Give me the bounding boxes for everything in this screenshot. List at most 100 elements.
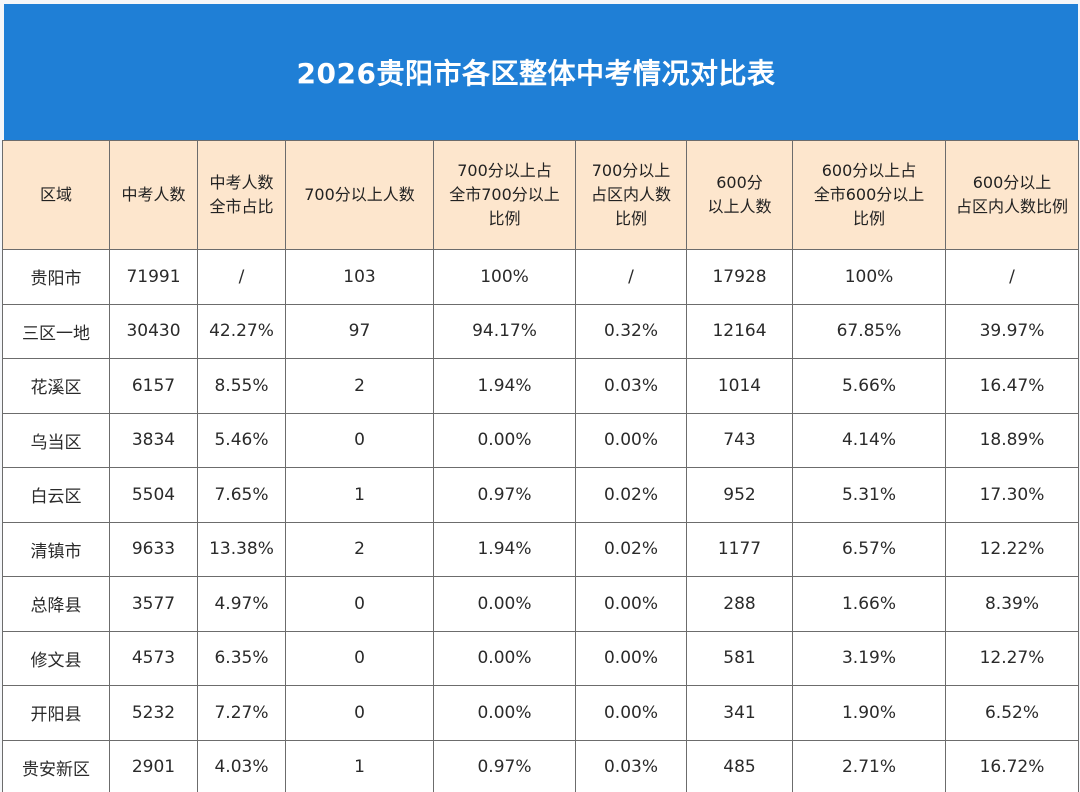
cell-region: 清镇市 bbox=[2, 521, 110, 577]
cell-600-count: 1177 bbox=[686, 521, 793, 577]
column-header-600-city-share: 600分以上占 全市600分以上 比例 bbox=[792, 140, 946, 250]
cell-600-count: 485 bbox=[686, 739, 793, 792]
cell-exam-count: 9633 bbox=[109, 521, 198, 577]
cell-700-district-share: 0.00% bbox=[575, 630, 687, 686]
cell-600-city-share: 1.90% bbox=[792, 685, 946, 741]
cell-600-city-share: 3.19% bbox=[792, 630, 946, 686]
cell-exam-count: 30430 bbox=[109, 303, 198, 359]
cell-600-district-share: 18.89% bbox=[945, 412, 1079, 468]
cell-region: 修文县 bbox=[2, 630, 110, 686]
column-header-700-district-share: 700分以上 占区内人数 比例 bbox=[575, 140, 687, 250]
cell-exam-count: 3834 bbox=[109, 412, 198, 468]
cell-region: 总降县 bbox=[2, 576, 110, 632]
cell-700-city-share: 0.00% bbox=[433, 630, 576, 686]
cell-city-share: 5.46% bbox=[197, 412, 286, 468]
cell-600-district-share: 39.97% bbox=[945, 303, 1079, 359]
column-header-600-count: 600分 以上人数 bbox=[686, 140, 793, 250]
cell-600-count: 12164 bbox=[686, 303, 793, 359]
cell-exam-count: 4573 bbox=[109, 630, 198, 686]
cell-600-district-share: 12.22% bbox=[945, 521, 1079, 577]
cell-600-count: 1014 bbox=[686, 358, 793, 414]
table-row: 贵安新区 2901 4.03% 1 0.97% 0.03% 485 2.71% 16.72% bbox=[2, 739, 1079, 792]
cell-city-share: 4.03% bbox=[197, 739, 286, 792]
cell-region: 白云区 bbox=[2, 467, 110, 523]
table-row: 白云区 5504 7.65% 1 0.97% 0.02% 952 5.31% 17.30% bbox=[2, 467, 1079, 523]
cell-700-count: 2 bbox=[285, 521, 434, 577]
cell-600-city-share: 1.66% bbox=[792, 576, 946, 632]
cell-exam-count: 71991 bbox=[109, 249, 198, 305]
table-row: 清镇市 9633 13.38% 2 1.94% 0.02% 1177 6.57% 12.22% bbox=[2, 521, 1079, 577]
cell-700-city-share: 0.00% bbox=[433, 576, 576, 632]
cell-700-count: 97 bbox=[285, 303, 434, 359]
cell-exam-count: 6157 bbox=[109, 358, 198, 414]
cell-600-count: 581 bbox=[686, 630, 793, 686]
cell-700-city-share: 100% bbox=[433, 249, 576, 305]
cell-600-district-share: 8.39% bbox=[945, 576, 1079, 632]
cell-region: 三区一地 bbox=[2, 303, 110, 359]
table-body: 贵阳市 71991/103 100%/17928 100% / 三区一地 30430 42.2… bbox=[2, 249, 1079, 792]
cell-700-district-share: 0.00% bbox=[575, 412, 687, 468]
cell-city-share: 8.55% bbox=[197, 358, 286, 414]
column-header-region: 区域 bbox=[2, 140, 110, 250]
cell-700-count: 1 bbox=[285, 467, 434, 523]
cell-600-count: 17928 bbox=[686, 249, 793, 305]
cell-700-count: 103 bbox=[285, 249, 434, 305]
cell-700-city-share: 94.17% bbox=[433, 303, 576, 359]
cell-700-count: 0 bbox=[285, 685, 434, 741]
cell-600-district-share: / bbox=[945, 249, 1079, 305]
cell-600-count: 341 bbox=[686, 685, 793, 741]
table-row: 总降县 3577 4.97% 0 0.00% 0.00% 288 1.66% 8.39% bbox=[2, 576, 1079, 632]
cell-region: 贵阳市 bbox=[2, 249, 110, 305]
cell-600-district-share: 6.52% bbox=[945, 685, 1079, 741]
cell-700-count: 0 bbox=[285, 576, 434, 632]
table-row: 贵阳市 71991/103 100%/17928 100% / bbox=[2, 249, 1079, 305]
column-header-700-count: 700分以上人数 bbox=[285, 140, 434, 250]
cell-600-city-share: 4.14% bbox=[792, 412, 946, 468]
cell-city-share: 6.35% bbox=[197, 630, 286, 686]
table-title: 2026贵阳市各区整体中考情况对比表 bbox=[296, 57, 776, 90]
cell-700-district-share: 0.00% bbox=[575, 576, 687, 632]
cell-city-share: / bbox=[197, 249, 286, 305]
cell-700-district-share: 0.03% bbox=[575, 358, 687, 414]
cell-700-district-share: / bbox=[575, 249, 687, 305]
cell-600-city-share: 100% bbox=[792, 249, 946, 305]
table-row: 开阳县 5232 7.27% 0 0.00% 0.00% 341 1.90% 6.52% bbox=[2, 685, 1079, 741]
cell-region: 花溪区 bbox=[2, 358, 110, 414]
cell-700-city-share: 1.94% bbox=[433, 358, 576, 414]
cell-city-share: 4.97% bbox=[197, 576, 286, 632]
cell-600-city-share: 67.85% bbox=[792, 303, 946, 359]
cell-exam-count: 3577 bbox=[109, 576, 198, 632]
cell-600-city-share: 5.31% bbox=[792, 467, 946, 523]
cell-600-count: 952 bbox=[686, 467, 793, 523]
cell-600-city-share: 6.57% bbox=[792, 521, 946, 577]
cell-700-district-share: 0.32% bbox=[575, 303, 687, 359]
cell-600-district-share: 17.30% bbox=[945, 467, 1079, 523]
cell-region: 开阳县 bbox=[2, 685, 110, 741]
cell-exam-count: 2901 bbox=[109, 739, 198, 792]
cell-700-district-share: 0.03% bbox=[575, 739, 687, 792]
cell-700-city-share: 1.94% bbox=[433, 521, 576, 577]
cell-exam-count: 5504 bbox=[109, 467, 198, 523]
cell-600-district-share: 12.27% bbox=[945, 630, 1079, 686]
column-header-exam-count: 中考人数 bbox=[109, 140, 198, 250]
cell-700-city-share: 0.00% bbox=[433, 412, 576, 468]
cell-600-district-share: 16.47% bbox=[945, 358, 1079, 414]
cell-700-count: 0 bbox=[285, 412, 434, 468]
table-row: 花溪区 6157 8.55% 2 1.94% 0.03% 1014 5.66% 16.47% bbox=[2, 358, 1079, 414]
header-row: 区域 中考人数 中考人数 全市占比 700分以上人数 700分以上占 全市700… bbox=[2, 140, 1079, 250]
cell-city-share: 13.38% bbox=[197, 521, 286, 577]
cell-region: 贵安新区 bbox=[2, 739, 110, 792]
cell-region: 乌当区 bbox=[2, 412, 110, 468]
cell-700-count: 0 bbox=[285, 630, 434, 686]
column-header-700-city-share: 700分以上占 全市700分以上 比例 bbox=[433, 140, 576, 250]
cell-exam-count: 5232 bbox=[109, 685, 198, 741]
column-header-city-share: 中考人数 全市占比 bbox=[197, 140, 286, 250]
cell-700-city-share: 0.97% bbox=[433, 739, 576, 792]
cell-700-district-share: 0.00% bbox=[575, 685, 687, 741]
cell-700-count: 2 bbox=[285, 358, 434, 414]
table-row: 乌当区 3834 5.46% 0 0.00% 0.00% 743 4.14% 18.89% bbox=[2, 412, 1079, 468]
table-row: 修文县 4573 6.35% 0 0.00% 0.00% 581 3.19% 12.27% bbox=[2, 630, 1079, 686]
cell-600-count: 288 bbox=[686, 576, 793, 632]
cell-700-district-share: 0.02% bbox=[575, 467, 687, 523]
